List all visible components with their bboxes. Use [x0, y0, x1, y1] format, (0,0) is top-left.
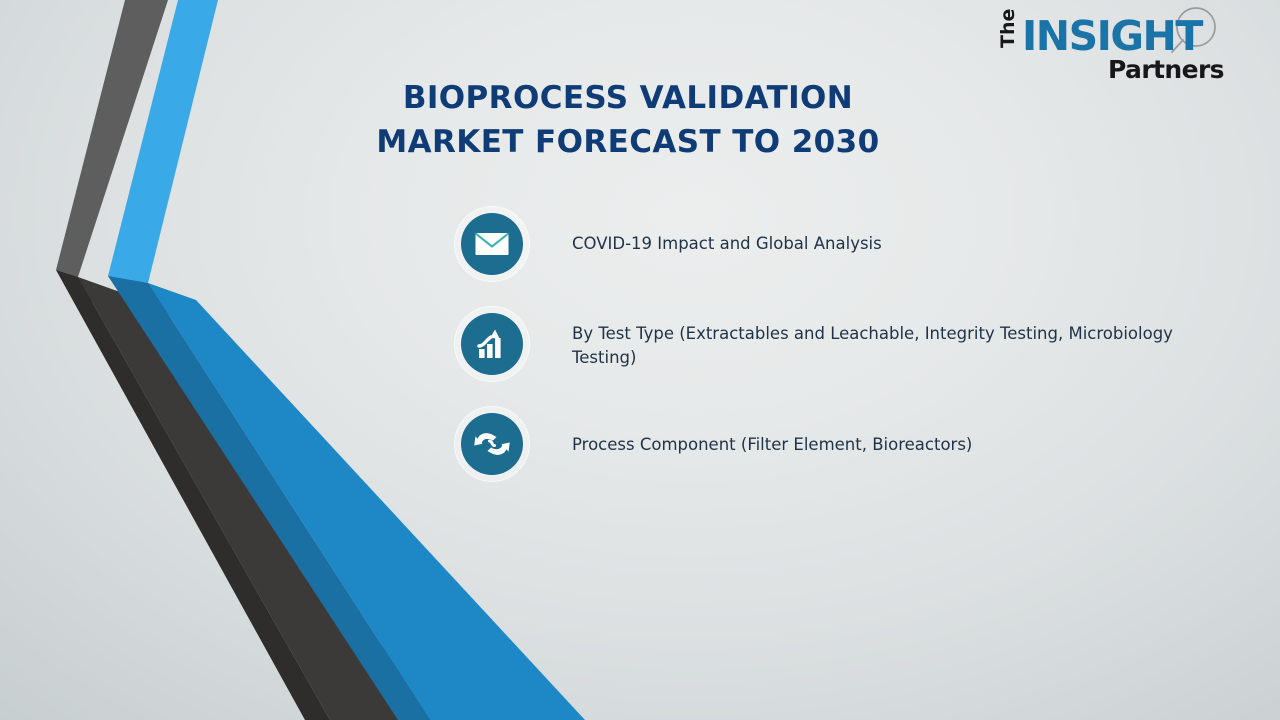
- list-item: By Test Type (Extractables and Leachable…: [454, 306, 1222, 382]
- blue-ribbon-upper-face: [108, 0, 218, 283]
- list-item: COVID-19 Impact and Global Analysis: [454, 206, 1222, 282]
- bullet-icon-3: [454, 406, 530, 482]
- logo-insight-text: INSIGHT: [1022, 12, 1203, 60]
- bullet-icon-2: [454, 306, 530, 382]
- bullet-text-2: By Test Type (Extractables and Leachable…: [572, 324, 1173, 367]
- blue-ribbon-lower-shadow: [108, 276, 430, 720]
- list-item: Process Component (Filter Element, Biore…: [454, 406, 1222, 482]
- envelope-icon: [461, 213, 523, 275]
- blue-ribbon-vertex-bevel: [108, 276, 170, 315]
- insight-partners-logo[interactable]: The INSIGHT Partners: [1000, 4, 1230, 86]
- bar-chart-growth-icon: [461, 313, 523, 375]
- gray-ribbon-upper-face: [56, 0, 168, 277]
- gray-ribbon-lower-face: [78, 277, 437, 720]
- bullet-icon-1: [454, 206, 530, 282]
- gray-ribbon-vertex-bevel: [56, 270, 106, 307]
- bullet-text-1: COVID-19 Impact and Global Analysis: [572, 234, 882, 253]
- bullet-text-3: Process Component (Filter Element, Biore…: [572, 435, 973, 454]
- page-title-line-2: MARKET FORECAST TO 2030: [376, 124, 880, 161]
- bullet-list: COVID-19 Impact and Global Analysis: [454, 206, 1222, 482]
- logo-the-text: The: [1000, 9, 1019, 48]
- page-title: BIOPROCESS VALIDATION MARKET FORECAST TO…: [278, 76, 978, 164]
- refresh-cycle-icon: [461, 413, 523, 475]
- magnifying-glass-icon: [1171, 7, 1216, 53]
- logo-partners-text: Partners: [1108, 55, 1224, 84]
- page-title-line-1: BIOPROCESS VALIDATION: [402, 80, 854, 116]
- gray-ribbon-lower-shadow: [56, 270, 330, 720]
